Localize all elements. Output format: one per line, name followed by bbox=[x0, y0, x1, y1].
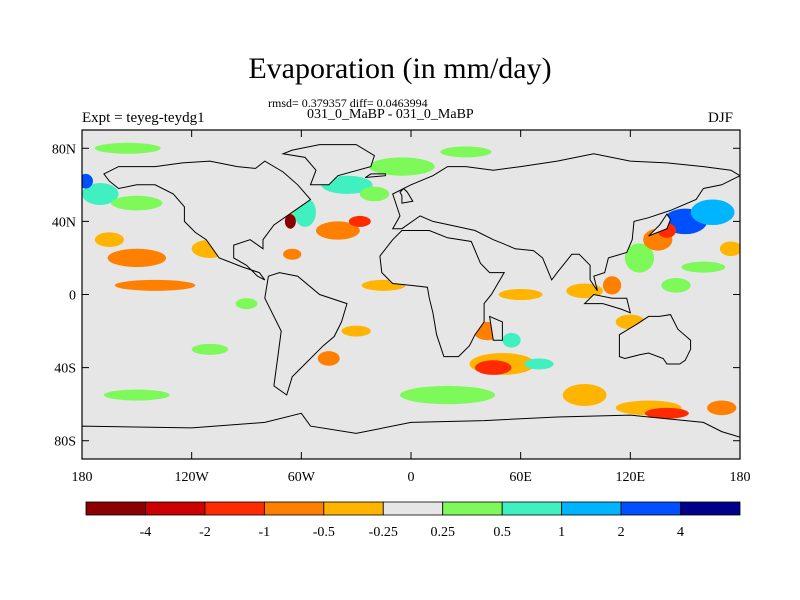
continent-outline bbox=[281, 144, 375, 186]
anomaly-patch bbox=[661, 278, 691, 293]
anomaly-patch bbox=[524, 358, 554, 370]
lon-tick-label: 180 bbox=[730, 470, 751, 485]
anomaly-patch bbox=[94, 232, 125, 247]
continent-outline bbox=[264, 272, 348, 396]
anomaly-layer bbox=[82, 142, 740, 419]
colorbar-swatch bbox=[442, 501, 503, 516]
continent-outline bbox=[399, 187, 414, 204]
anomaly-patch bbox=[681, 261, 726, 273]
colorbar-label: 0.5 bbox=[493, 525, 511, 540]
anomaly-patch bbox=[359, 186, 390, 202]
lon-tick-label: 180 bbox=[72, 470, 93, 485]
anomaly-patch bbox=[283, 248, 302, 260]
anomaly-patch bbox=[82, 173, 93, 189]
anomaly-patch bbox=[94, 142, 161, 154]
anomaly-patch bbox=[341, 325, 371, 337]
colorbar-swatch bbox=[145, 501, 206, 516]
colorbar-label: -1 bbox=[259, 525, 271, 540]
anomaly-patch bbox=[317, 351, 340, 366]
anomaly-patch bbox=[602, 276, 622, 295]
lon-tick-label: 60E bbox=[509, 470, 532, 485]
anomaly-patch bbox=[284, 214, 296, 229]
continent-outline bbox=[103, 160, 312, 281]
anomaly-patch bbox=[400, 385, 496, 405]
stats-text: rmsd= 0.379357 diff= 0.0463994 bbox=[268, 96, 428, 110]
colorbar-label: 1 bbox=[558, 525, 565, 540]
colorbar-swatch bbox=[561, 501, 622, 516]
anomaly-patch bbox=[103, 389, 170, 401]
colorbar-label: 2 bbox=[618, 525, 625, 540]
anomaly-patch bbox=[348, 215, 371, 227]
lat-tick-label: 40N bbox=[52, 215, 76, 230]
lat-tick-label: 0 bbox=[69, 289, 76, 304]
colorbar-label: 0.25 bbox=[430, 525, 455, 540]
colorbar-swatch bbox=[85, 501, 146, 516]
anomaly-patch bbox=[474, 360, 512, 375]
anomaly-patch bbox=[690, 199, 735, 226]
anomaly-patch bbox=[368, 157, 435, 176]
lat-tick-label: 40S bbox=[54, 362, 76, 377]
subtitle: 031_0_MaBP - 031_0_MaBP bbox=[307, 107, 474, 122]
experiment-label: Expt = teyeg-teydg1 bbox=[82, 110, 205, 126]
anomaly-patch bbox=[624, 243, 655, 273]
anomaly-patch bbox=[644, 407, 689, 419]
anomaly-patch bbox=[315, 221, 360, 240]
anomaly-patch bbox=[321, 175, 373, 194]
colorbar-swatch bbox=[382, 501, 444, 516]
colorbar-label: -0.25 bbox=[369, 525, 398, 540]
continent-outline bbox=[82, 412, 740, 459]
anomaly-patch bbox=[707, 400, 737, 416]
map-axes: 80N 40N 0 40S 80S 180 120W 60W 0 60E 120E 180 bbox=[52, 130, 751, 485]
lon-tick-label: 120E bbox=[616, 470, 646, 485]
anomaly-patch bbox=[107, 248, 167, 268]
colorbar-swatch bbox=[323, 501, 384, 516]
colorbar-swatch bbox=[501, 501, 563, 516]
colorbar-swatch bbox=[263, 501, 325, 516]
anomaly-patch bbox=[502, 332, 521, 348]
anomaly-patch bbox=[82, 183, 119, 205]
continent-outline bbox=[391, 153, 740, 292]
lon-tick-label: 120W bbox=[175, 470, 210, 485]
colorbar-label: -2 bbox=[199, 525, 211, 540]
anomaly-patch bbox=[111, 195, 163, 211]
page-title: Evaporation (in mm/day) bbox=[248, 52, 552, 85]
anomaly-patch bbox=[235, 298, 258, 310]
season-label: DJF bbox=[708, 110, 734, 126]
colorbar-label: -4 bbox=[140, 525, 152, 540]
continent-outline bbox=[618, 314, 692, 365]
colorbar-swatch bbox=[204, 501, 265, 516]
colorbar: -4 -2 -1 -0.5 -0.25 0.25 0.5 1 2 4 bbox=[85, 501, 741, 540]
continent-outline bbox=[379, 230, 506, 358]
lat-tick-label: 80S bbox=[54, 435, 76, 450]
lat-tick-label: 80N bbox=[52, 142, 76, 157]
anomaly-patch bbox=[498, 289, 543, 300]
continent-outline bbox=[648, 213, 672, 237]
anomaly-patch bbox=[562, 384, 607, 406]
coastline-layer bbox=[82, 144, 740, 459]
continent-outline bbox=[583, 293, 632, 314]
colorbar-swatch bbox=[620, 501, 681, 516]
anomaly-patch bbox=[440, 146, 492, 158]
lon-tick-label: 0 bbox=[408, 470, 415, 485]
continent-outline bbox=[488, 315, 503, 341]
colorbar-label: 4 bbox=[677, 525, 684, 540]
anomaly-patch bbox=[114, 279, 196, 291]
colorbar-label: -0.5 bbox=[313, 525, 335, 540]
continent-outline bbox=[365, 173, 386, 178]
lon-tick-label: 60W bbox=[288, 470, 316, 485]
anomaly-patch bbox=[191, 343, 229, 355]
colorbar-swatch bbox=[680, 501, 741, 516]
anomaly-patch bbox=[378, 362, 408, 374]
anomaly-patch bbox=[719, 241, 740, 257]
